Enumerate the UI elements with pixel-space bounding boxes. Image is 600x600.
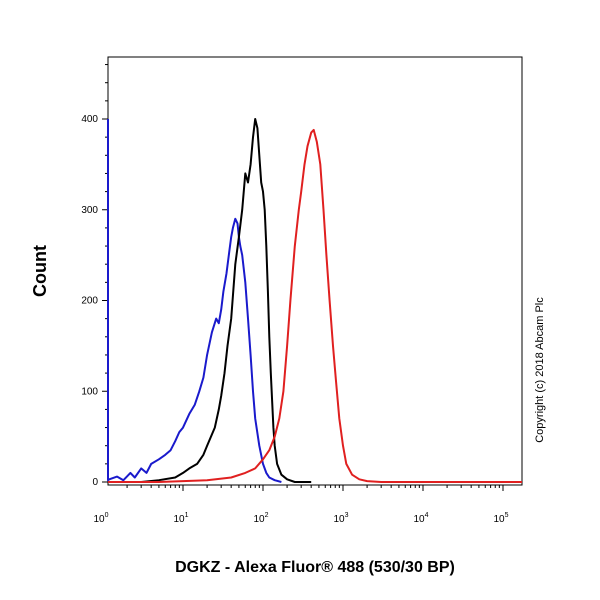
- plot-frame: [107, 56, 523, 486]
- axis-ticks: [102, 64, 504, 491]
- series-line-1: [107, 119, 282, 483]
- y-tick-label: 0: [92, 477, 98, 488]
- axis-tick-labels: 0 100 200 300 400 100 101 102 103 104 105: [81, 114, 508, 525]
- x-tick-label: 102: [253, 512, 268, 525]
- series-line-2: [108, 118, 312, 483]
- x-tick-label: 100: [93, 512, 108, 525]
- x-tick-label: 105: [493, 512, 508, 525]
- y-tick-label: 100: [81, 386, 98, 397]
- y-tick-label: 300: [81, 205, 98, 216]
- x-tick-label: 104: [413, 512, 428, 525]
- x-tick-label: 101: [173, 512, 188, 525]
- copyright-notice: Copyright (c) 2018 Abcam Plc: [534, 297, 546, 443]
- series-group: [107, 118, 522, 483]
- y-tick-label: 200: [81, 296, 98, 307]
- y-axis-title: Count: [30, 245, 50, 297]
- y-tick-label: 400: [81, 114, 98, 125]
- x-axis-title: DGKZ - Alexa Fluor® 488 (530/30 BP): [175, 559, 455, 576]
- series-line-3: [108, 128, 522, 483]
- x-tick-label: 103: [333, 512, 348, 525]
